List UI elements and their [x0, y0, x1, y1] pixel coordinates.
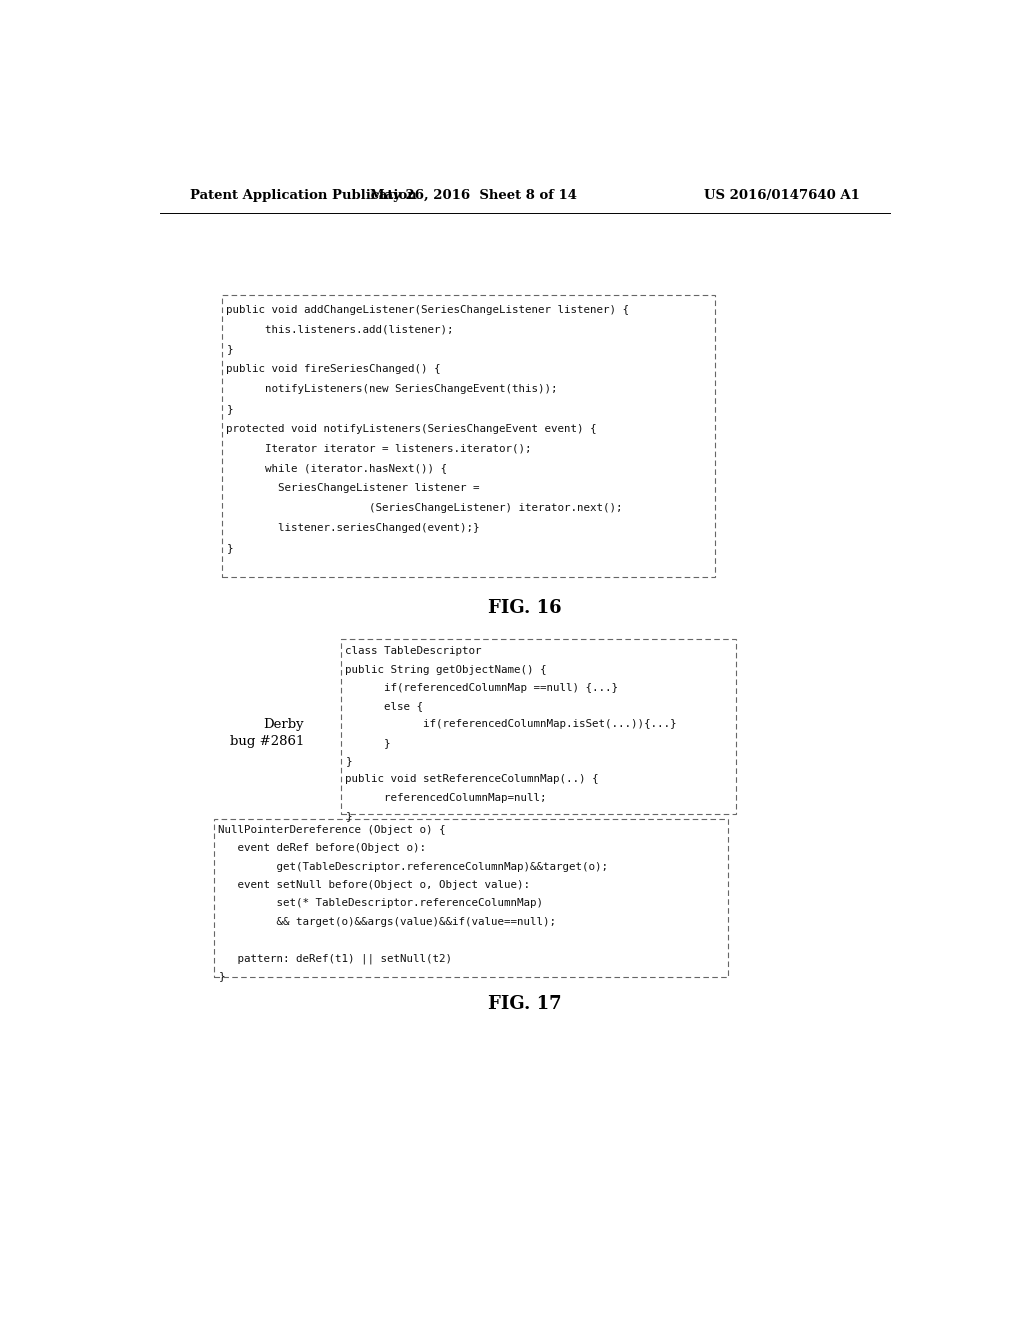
Text: referencedColumnMap=null;: referencedColumnMap=null;: [345, 792, 547, 803]
Text: Derby
bug #2861: Derby bug #2861: [229, 718, 304, 747]
Text: }: }: [226, 404, 232, 414]
Text: public void setReferenceColumnMap(..) {: public void setReferenceColumnMap(..) {: [345, 775, 599, 784]
Text: event setNull before(Object o, Object value):: event setNull before(Object o, Object va…: [218, 880, 530, 890]
Text: NullPointerDereference (Object o) {: NullPointerDereference (Object o) {: [218, 825, 446, 836]
Text: this.listeners.add(listener);: this.listeners.add(listener);: [226, 325, 454, 334]
Text: listener.seriesChanged(event);}: listener.seriesChanged(event);}: [226, 523, 480, 533]
FancyBboxPatch shape: [221, 294, 715, 577]
Text: }: }: [218, 972, 225, 982]
Text: get(TableDescriptor.referenceColumnMap)&&target(o);: get(TableDescriptor.referenceColumnMap)&…: [218, 862, 608, 871]
Text: public void fireSeriesChanged() {: public void fireSeriesChanged() {: [226, 364, 441, 375]
Text: (SeriesChangeListener) iterator.next();: (SeriesChangeListener) iterator.next();: [226, 503, 623, 513]
Text: protected void notifyListeners(SeriesChangeEvent event) {: protected void notifyListeners(SeriesCha…: [226, 424, 597, 434]
Text: Iterator iterator = listeners.iterator();: Iterator iterator = listeners.iterator()…: [226, 444, 531, 454]
Text: }: }: [345, 738, 391, 747]
FancyBboxPatch shape: [214, 818, 728, 977]
Text: class TableDescriptor: class TableDescriptor: [345, 647, 482, 656]
Text: if(referencedColumnMap.isSet(...)){...}: if(referencedColumnMap.isSet(...)){...}: [345, 719, 677, 730]
Text: }: }: [345, 810, 352, 821]
Text: else {: else {: [345, 701, 424, 711]
Text: SeriesChangeListener listener =: SeriesChangeListener listener =: [226, 483, 480, 494]
Text: set(* TableDescriptor.referenceColumnMap): set(* TableDescriptor.referenceColumnMap…: [218, 899, 544, 908]
Text: }: }: [226, 543, 232, 553]
FancyBboxPatch shape: [341, 639, 736, 814]
Text: while (iterator.hasNext()) {: while (iterator.hasNext()) {: [226, 463, 447, 474]
Text: public String getObjectName() {: public String getObjectName() {: [345, 664, 547, 675]
Text: }: }: [345, 756, 352, 766]
Text: FIG. 16: FIG. 16: [488, 599, 561, 616]
Text: notifyListeners(new SeriesChangeEvent(this));: notifyListeners(new SeriesChangeEvent(th…: [226, 384, 558, 395]
Text: Patent Application Publication: Patent Application Publication: [189, 189, 417, 202]
Text: }: }: [226, 345, 232, 354]
Text: event deRef before(Object o):: event deRef before(Object o):: [218, 843, 426, 854]
Text: pattern: deRef(t1) || setNull(t2): pattern: deRef(t1) || setNull(t2): [218, 953, 453, 964]
Text: FIG. 17: FIG. 17: [488, 995, 561, 1012]
Text: && target(o)&&args(value)&&if(value==null);: && target(o)&&args(value)&&if(value==nul…: [218, 916, 556, 927]
Text: US 2016/0147640 A1: US 2016/0147640 A1: [703, 189, 860, 202]
Text: May 26, 2016  Sheet 8 of 14: May 26, 2016 Sheet 8 of 14: [370, 189, 577, 202]
Text: public void addChangeListener(SeriesChangeListener listener) {: public void addChangeListener(SeriesChan…: [226, 305, 630, 314]
Text: if(referencedColumnMap ==null) {...}: if(referencedColumnMap ==null) {...}: [345, 682, 618, 693]
